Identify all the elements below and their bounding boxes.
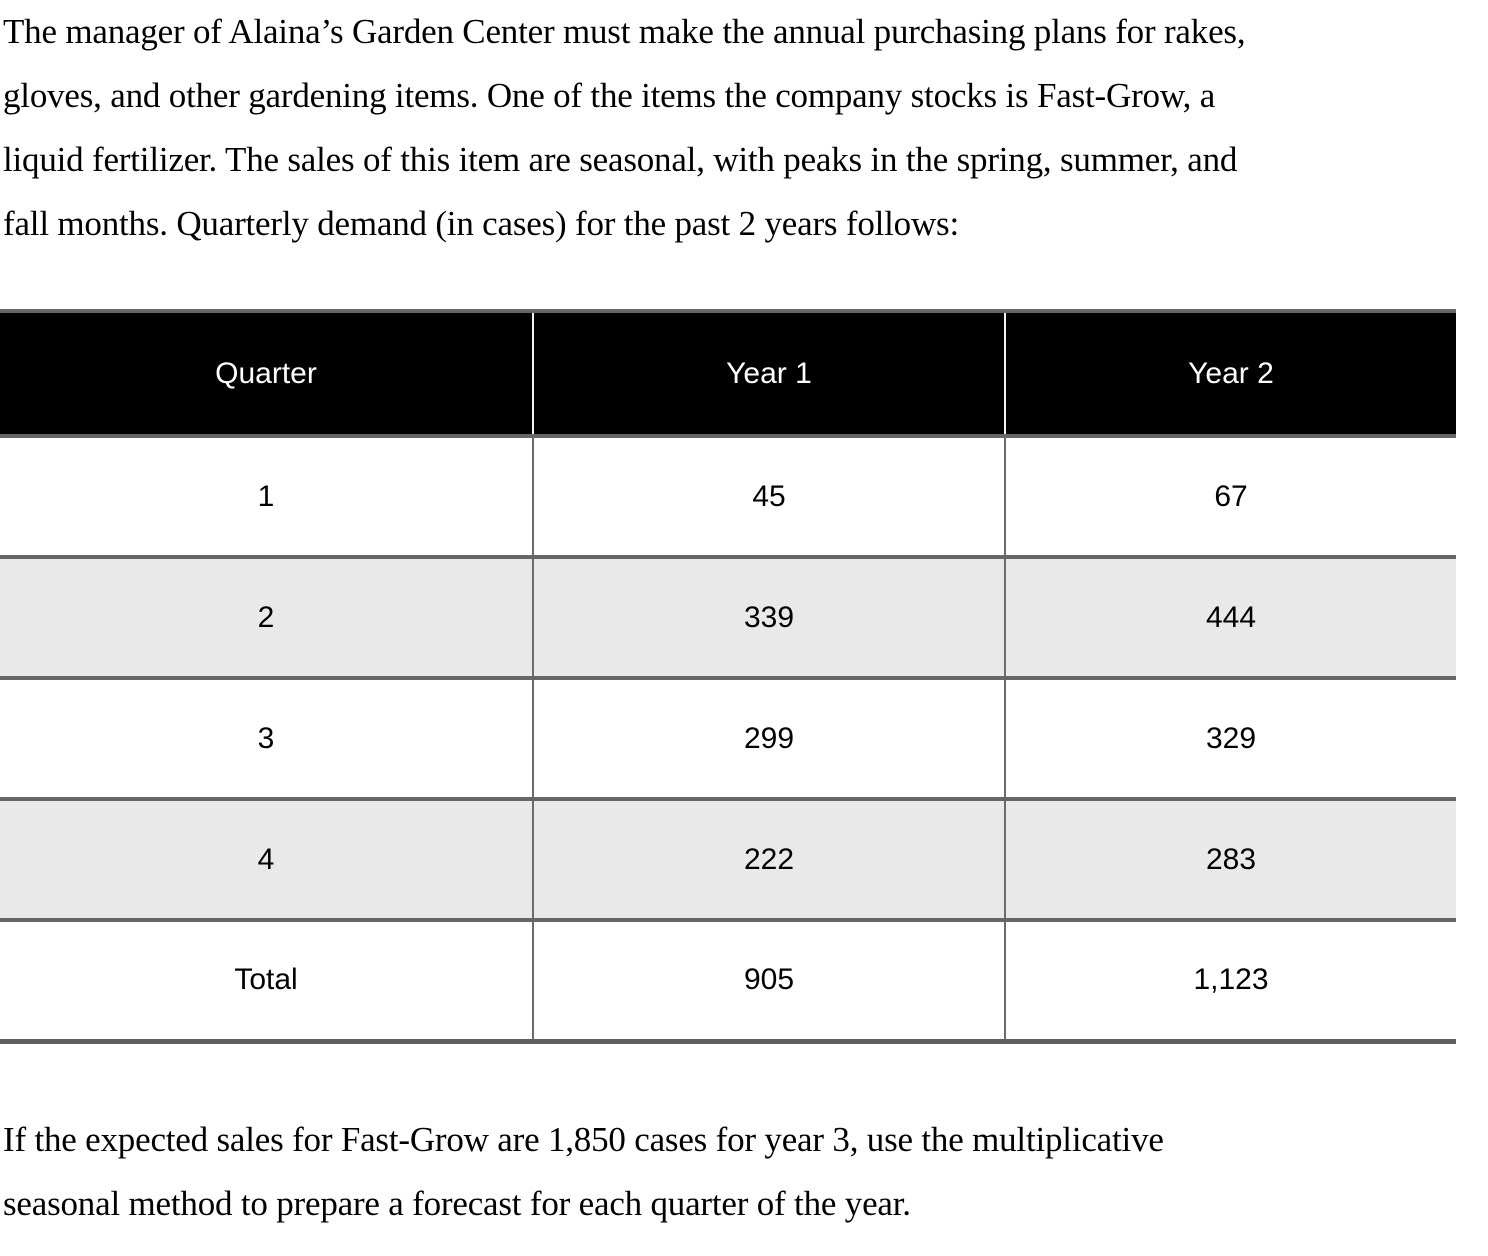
header-quarter: Quarter <box>215 356 317 390</box>
table-row-q1: 1 45 67 <box>0 436 1456 557</box>
cell-year1: 222 <box>532 799 1005 920</box>
cell-year2: 283 <box>1004 799 1456 920</box>
quarterly-demand-table: Quarter Year 1 Year 2 1 45 67 2 339 444 … <box>0 309 1456 1044</box>
cell-quarter: 1 <box>257 479 275 513</box>
cell-year2: 444 <box>1004 557 1456 678</box>
cell-year2: 67 <box>1004 436 1456 557</box>
cell-year2: 329 <box>1004 678 1456 799</box>
question-line-2: seasonal method to prepare a forecast fo… <box>3 1183 911 1223</box>
header-year2: Year 2 <box>1004 311 1456 436</box>
intro-line-1: The manager of Alaina’s Garden Center mu… <box>3 12 1246 51</box>
question-paragraph: If the expected sales for Fast-Grow are … <box>3 1108 1488 1236</box>
cell-quarter: 4 <box>257 842 275 876</box>
cell-total-year1: 905 <box>532 920 1005 1041</box>
cell-total-year2: 1,123 <box>1004 920 1456 1041</box>
table-header-row: Quarter Year 1 Year 2 <box>0 311 1456 436</box>
cell-year1: 339 <box>532 557 1005 678</box>
table-row-q2: 2 339 444 <box>0 557 1456 678</box>
question-line-1: If the expected sales for Fast-Grow are … <box>3 1119 1164 1159</box>
cell-quarter: 3 <box>257 721 275 755</box>
cell-year1: 299 <box>532 678 1005 799</box>
table-row-q3: 3 299 329 <box>0 678 1456 799</box>
table-row-q4: 4 222 283 <box>0 799 1456 920</box>
cell-total-label: Total <box>234 963 298 997</box>
intro-paragraph: The manager of Alaina’s Garden Center mu… <box>3 0 1488 256</box>
table-row-total: Total 905 1,123 <box>0 920 1456 1041</box>
intro-line-4: fall months. Quarterly demand (in cases)… <box>3 204 960 243</box>
cell-quarter: 2 <box>257 600 275 634</box>
cell-year1: 45 <box>532 436 1005 557</box>
header-year1: Year 1 <box>532 311 1005 436</box>
intro-line-2: gloves, and other gardening items. One o… <box>3 76 1216 115</box>
intro-line-3: liquid fertilizer. The sales of this ite… <box>3 140 1238 179</box>
